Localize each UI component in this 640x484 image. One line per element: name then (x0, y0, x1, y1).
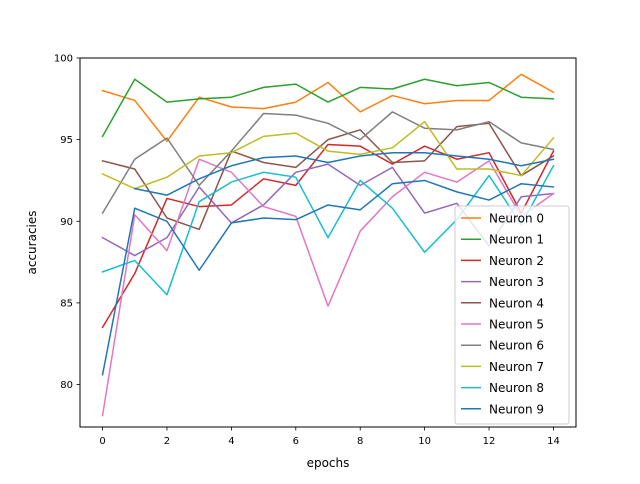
x-tick-label: 10 (418, 436, 431, 447)
x-tick-label: 6 (293, 436, 299, 447)
x-tick-label: 2 (164, 436, 170, 447)
y-tick-label: 80 (60, 380, 73, 391)
series-line-0 (101, 73, 555, 143)
x-tick-label: 8 (357, 436, 363, 447)
legend-label: Neuron 2 (489, 254, 544, 268)
legend-label: Neuron 4 (489, 296, 544, 310)
axes-frame (79, 57, 577, 428)
x-tick-label: 12 (483, 436, 496, 447)
plot-lines (101, 73, 555, 417)
legend-label: Neuron 6 (489, 339, 544, 353)
series-line-8 (101, 164, 555, 296)
series-line-2 (101, 143, 555, 329)
legend-label: Neuron 5 (489, 318, 544, 332)
series-line-1 (101, 78, 555, 138)
x-tick-label: 14 (547, 436, 560, 447)
y-tick-label: 95 (60, 135, 73, 146)
series-line-5 (101, 158, 555, 417)
y-axis-ticks: 80 85 90 95 100 (54, 54, 80, 391)
x-axis-ticks: 0 2 4 6 8 10 12 14 (99, 427, 560, 447)
y-tick-label: 90 (60, 217, 73, 228)
y-tick-label: 100 (54, 54, 73, 65)
legend-label: Neuron 1 (489, 233, 544, 247)
x-axis-label: epochs (307, 456, 350, 470)
legend-label: Neuron 3 (489, 275, 544, 289)
x-tick-label: 4 (228, 436, 234, 447)
legend-label: Neuron 7 (489, 360, 544, 374)
series-line-10 (133, 151, 555, 196)
legend-label: Neuron 9 (489, 402, 544, 416)
legend: Neuron 0 Neuron 1 Neuron 2 Neuron 3 Neuron 4… (454, 205, 570, 425)
y-axis-label: accuracies (25, 210, 39, 274)
y-tick-label: 85 (60, 298, 73, 309)
legend-box (454, 205, 570, 425)
series-line-7 (101, 120, 555, 190)
legend-label: Neuron 0 (489, 212, 544, 226)
legend-label: Neuron 8 (489, 381, 544, 395)
series-line-9 (101, 179, 555, 376)
x-tick-label: 0 (99, 436, 105, 447)
series-line-6 (101, 111, 555, 215)
